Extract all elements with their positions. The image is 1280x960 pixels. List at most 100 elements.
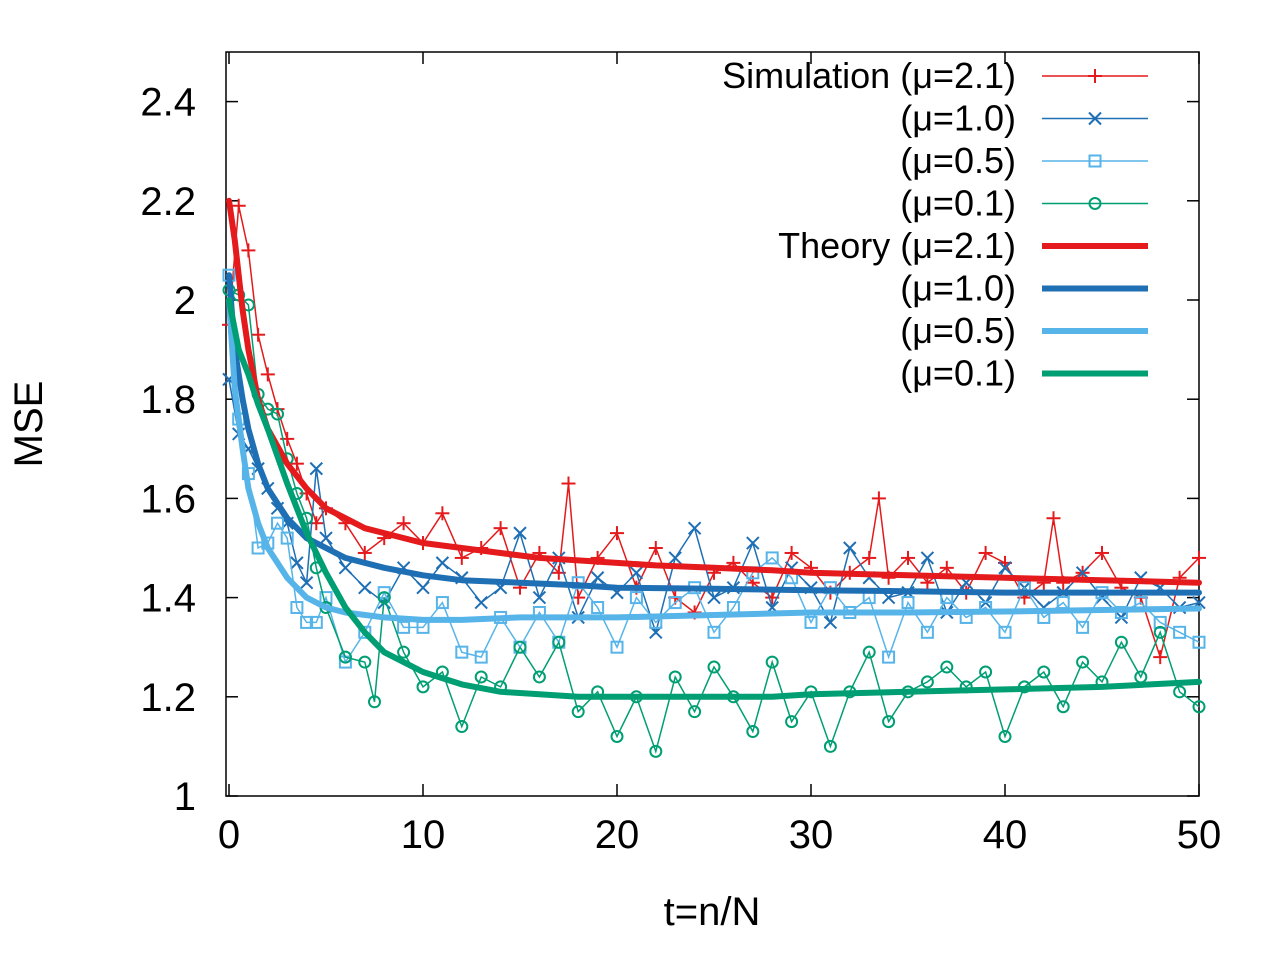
data-point xyxy=(687,521,702,535)
legend-label: (μ=0.1) xyxy=(900,183,1016,224)
data-point xyxy=(804,615,818,629)
data-point xyxy=(979,665,993,679)
y-tick-label: 1.8 xyxy=(140,378,196,422)
data-point xyxy=(532,590,547,605)
data-point xyxy=(668,551,682,565)
data-point xyxy=(1037,665,1051,679)
data-point xyxy=(319,591,333,605)
data-point xyxy=(939,560,954,575)
legend: Simulation (μ=2.1)(μ=1.0)(μ=0.5)(μ=0.1)T… xyxy=(722,55,1148,394)
plot-frame xyxy=(225,51,1200,797)
data-point xyxy=(901,596,915,610)
data-point xyxy=(843,541,857,555)
data-point xyxy=(1114,635,1128,649)
theory-line-0 xyxy=(226,197,1202,586)
data-point xyxy=(901,550,915,565)
data-point xyxy=(435,596,449,610)
theory-line-2 xyxy=(226,297,1202,623)
data-point xyxy=(998,561,1012,575)
series-layer xyxy=(222,197,1206,758)
data-point xyxy=(862,550,877,565)
data-point xyxy=(309,615,323,629)
data-point xyxy=(823,739,837,753)
data-point xyxy=(338,650,352,664)
x-tick-label: 20 xyxy=(595,813,640,857)
data-point xyxy=(1153,615,1167,629)
data-point xyxy=(532,670,546,684)
data-point xyxy=(358,655,372,669)
x-tick-label: 10 xyxy=(401,813,446,857)
data-point xyxy=(290,556,304,570)
data-point xyxy=(416,680,430,694)
data-point xyxy=(397,645,411,659)
data-point xyxy=(571,705,585,719)
data-point xyxy=(784,545,799,560)
data-point xyxy=(474,670,488,684)
data-point xyxy=(920,625,934,639)
data-point xyxy=(231,198,246,213)
data-point xyxy=(271,407,284,421)
data-point xyxy=(882,650,896,664)
y-tick-label: 2.4 xyxy=(140,81,196,125)
data-point xyxy=(241,243,256,258)
data-point xyxy=(280,531,294,545)
data-point xyxy=(454,550,469,565)
data-point xyxy=(1056,700,1070,714)
data-point xyxy=(300,615,314,629)
axis-ticks: 0 10 20 30 40 50 1 1.2 1.4 1.6 1.8 2 2.2 2.4 xyxy=(140,52,1221,857)
data-point xyxy=(1153,625,1167,639)
data-point xyxy=(309,461,324,476)
data-point xyxy=(746,725,760,739)
legend-label: Simulation (μ=2.1) xyxy=(722,55,1016,96)
data-point xyxy=(998,625,1012,639)
data-point xyxy=(1192,635,1206,649)
data-point xyxy=(513,640,527,654)
data-point xyxy=(513,526,527,540)
y-tick-label: 1.6 xyxy=(140,477,196,521)
legend-label: (μ=1.0) xyxy=(900,98,1016,139)
y-tick-label: 1 xyxy=(174,775,196,819)
data-point xyxy=(397,620,411,634)
data-point xyxy=(455,645,469,659)
data-point xyxy=(251,327,266,342)
y-tick-label: 2.2 xyxy=(140,180,196,224)
data-point xyxy=(998,729,1012,743)
data-point xyxy=(610,640,624,654)
legend-marker-sample xyxy=(1088,69,1102,83)
data-point xyxy=(920,675,934,689)
data-point xyxy=(319,531,333,545)
data-point xyxy=(707,625,721,639)
legend-label: Theory (μ=2.1) xyxy=(778,225,1016,266)
legend-label: (μ=0.1) xyxy=(900,353,1016,394)
data-point xyxy=(1046,511,1061,526)
y-tick-label: 1.2 xyxy=(140,676,196,720)
legend-marker-sample xyxy=(1088,111,1102,126)
data-point xyxy=(823,615,838,630)
x-tick-label: 30 xyxy=(789,813,834,857)
data-point xyxy=(552,635,566,649)
data-point xyxy=(765,655,779,669)
legend-marker-sample xyxy=(1088,197,1102,210)
data-point xyxy=(1173,625,1187,639)
data-point xyxy=(668,596,682,610)
data-point xyxy=(561,476,576,491)
data-point xyxy=(435,556,450,570)
data-point xyxy=(1192,550,1206,565)
data-point xyxy=(416,580,430,595)
data-point xyxy=(648,541,663,555)
data-point xyxy=(629,566,644,580)
data-point xyxy=(290,601,304,615)
data-point xyxy=(629,591,643,605)
x-tick-label: 40 xyxy=(983,813,1028,857)
data-point xyxy=(978,545,993,560)
data-point xyxy=(435,506,450,521)
data-point xyxy=(1095,545,1109,560)
data-point xyxy=(590,571,605,585)
data-point xyxy=(668,670,682,684)
data-point xyxy=(289,456,304,471)
data-point xyxy=(474,595,488,610)
data-point xyxy=(610,729,624,743)
legend-label: (μ=0.5) xyxy=(900,310,1016,351)
legend-label: (μ=0.5) xyxy=(900,140,1016,181)
